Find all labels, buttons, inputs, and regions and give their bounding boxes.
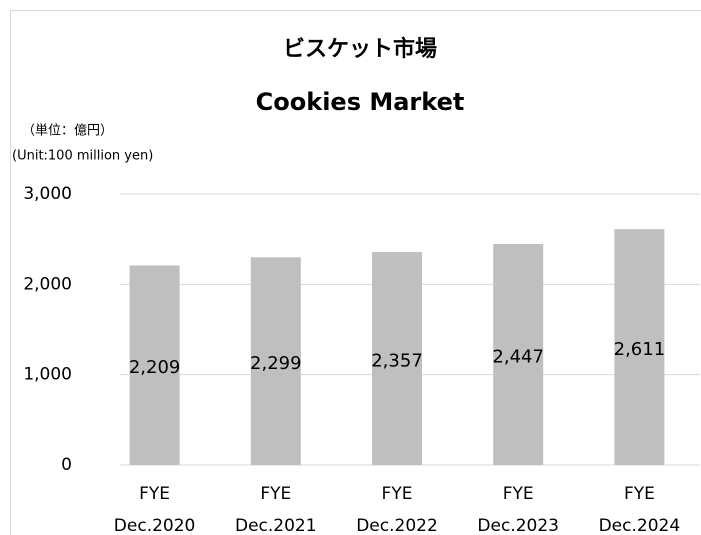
y-tick-label: 1,000 bbox=[23, 365, 72, 385]
unit-label: (Unit:100 million yen) bbox=[12, 149, 153, 164]
value-label: 2,299 bbox=[250, 353, 302, 374]
value-label: 2,209 bbox=[129, 357, 181, 378]
bar bbox=[614, 229, 665, 465]
value-label: 2,447 bbox=[492, 346, 544, 367]
chart-subtitle: Cookies Market bbox=[256, 88, 465, 116]
x-tick-label: FYE Dec.2024 bbox=[598, 484, 681, 535]
bar bbox=[250, 257, 301, 465]
chart-border bbox=[10, 10, 701, 535]
bar bbox=[372, 252, 422, 465]
unit-label: （単位：億円） bbox=[22, 123, 113, 139]
bar bbox=[493, 243, 544, 465]
y-tick-label: 2,000 bbox=[23, 274, 72, 294]
y-tick-label: 3,000 bbox=[23, 184, 72, 204]
x-tick-label: FYE Dec.2022 bbox=[356, 484, 438, 535]
y-tick-label: 0 bbox=[61, 455, 72, 475]
x-tick-label: FYE Dec.2023 bbox=[477, 484, 559, 535]
bar bbox=[129, 265, 180, 465]
value-label: 2,357 bbox=[371, 351, 423, 372]
x-tick-label: FYE Dec.2020 bbox=[113, 484, 196, 535]
x-tick-label: FYE Dec.2021 bbox=[235, 484, 317, 535]
value-label: 2,611 bbox=[614, 339, 666, 360]
chart-title: ビスケット市場 bbox=[283, 36, 437, 62]
